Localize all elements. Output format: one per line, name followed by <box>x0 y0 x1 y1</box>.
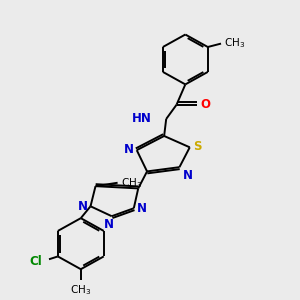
Text: HN: HN <box>132 112 152 125</box>
Text: Cl: Cl <box>29 255 42 268</box>
Text: N: N <box>78 200 88 213</box>
Text: N: N <box>104 218 114 231</box>
Text: S: S <box>193 140 201 153</box>
Text: N: N <box>182 169 192 182</box>
Text: N: N <box>124 143 134 156</box>
Text: CH$_3$: CH$_3$ <box>224 36 245 50</box>
Text: CH$_3$: CH$_3$ <box>70 283 92 297</box>
Text: CH$_3$: CH$_3$ <box>121 176 142 190</box>
Text: N: N <box>137 202 147 215</box>
Text: O: O <box>201 98 211 111</box>
